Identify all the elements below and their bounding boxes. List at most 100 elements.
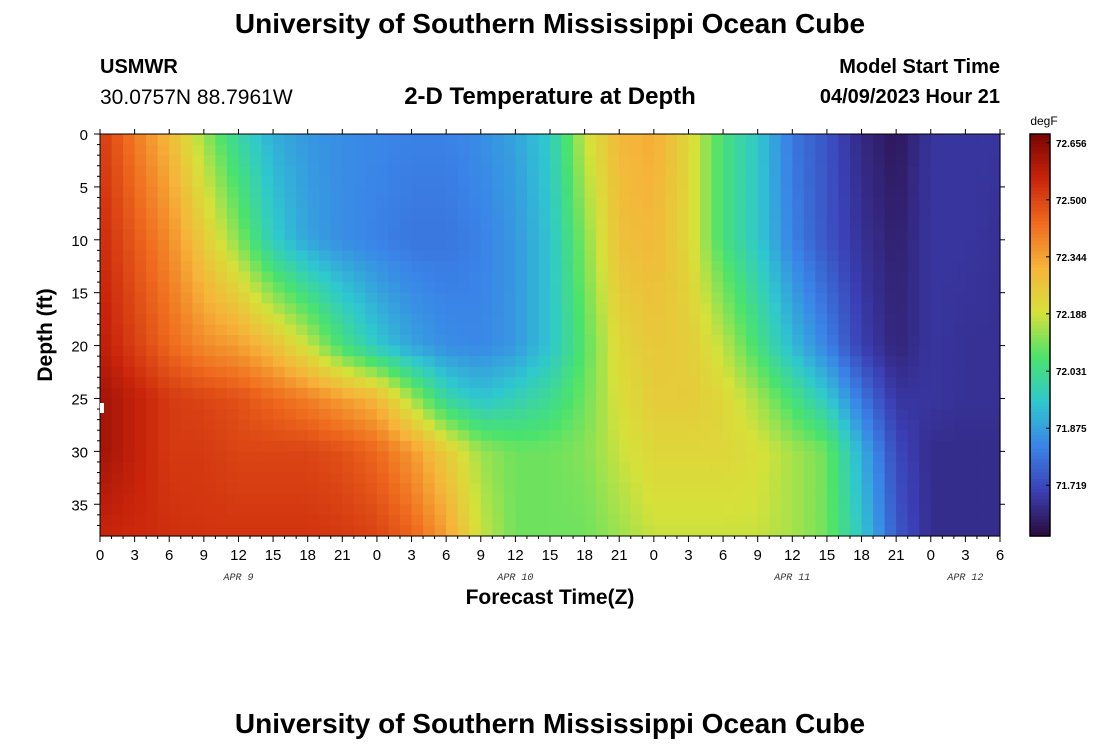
heatmap-cell	[711, 409, 724, 421]
heatmap-cell	[250, 134, 263, 146]
heatmap-cell	[146, 493, 159, 505]
heatmap-cell	[550, 461, 563, 474]
heatmap-cell	[676, 472, 690, 484]
heatmap-cell	[884, 197, 897, 209]
x-tick-label: 0	[650, 547, 658, 564]
heatmap-cell	[861, 430, 874, 442]
heatmap-cell	[976, 419, 990, 431]
colorbar-segment	[1030, 388, 1050, 393]
heatmap-cell	[250, 451, 263, 463]
heatmap-cell	[976, 313, 990, 326]
heatmap-cell	[400, 239, 413, 251]
heatmap-cell	[988, 366, 1001, 378]
heatmap-cell	[226, 451, 240, 463]
heatmap-cell	[723, 260, 736, 273]
heatmap-cell	[965, 176, 978, 188]
heatmap-cell	[665, 239, 678, 251]
colorbar-segment	[1030, 261, 1050, 266]
heatmap-cell	[169, 366, 182, 378]
heatmap-cell	[215, 144, 228, 156]
heatmap-cell	[584, 493, 597, 505]
heatmap-cell	[976, 229, 990, 241]
heatmap-cell	[457, 504, 470, 516]
heatmap-cell	[330, 419, 343, 431]
heatmap-cell	[400, 387, 413, 400]
heatmap-cell	[780, 144, 793, 156]
heatmap-cell	[342, 440, 355, 452]
heatmap-cell	[907, 430, 920, 442]
heatmap-cell	[642, 239, 655, 251]
heatmap-cell	[423, 250, 436, 262]
heatmap-cell	[157, 387, 170, 400]
heatmap-cell	[134, 260, 147, 273]
heatmap-cell	[238, 239, 251, 251]
heatmap-cell	[376, 461, 390, 474]
heatmap-cell	[400, 176, 413, 188]
heatmap-cell	[169, 218, 182, 230]
heatmap-cell	[250, 398, 263, 410]
heatmap-cell	[215, 250, 228, 262]
heatmap-cell	[319, 197, 332, 209]
heatmap-cell	[400, 345, 413, 357]
heatmap-cell	[907, 472, 920, 484]
heatmap-cell	[561, 271, 574, 283]
heatmap-cell	[146, 292, 159, 304]
x-tick-label: 12	[784, 547, 801, 564]
heatmap-cell	[307, 282, 320, 294]
heatmap-cell	[780, 165, 793, 177]
colorbar-segment	[1030, 412, 1050, 416]
heatmap-cell	[203, 313, 216, 326]
heatmap-cell	[861, 483, 874, 495]
heatmap-cell	[250, 250, 263, 262]
heatmap-cell	[469, 186, 482, 199]
heatmap-cell	[907, 260, 920, 273]
heatmap-cell	[988, 303, 1001, 315]
heatmap-cell	[319, 144, 332, 156]
heatmap-cell	[134, 430, 147, 442]
heatmap-cell	[342, 176, 355, 188]
heatmap-cell	[619, 451, 632, 463]
heatmap-cell	[930, 186, 943, 199]
heatmap-cell	[226, 483, 240, 495]
heatmap-cell	[953, 218, 966, 230]
heatmap-cell	[423, 419, 436, 431]
heatmap-cell	[273, 335, 286, 347]
heatmap-cell	[134, 208, 147, 220]
heatmap-cell	[884, 387, 897, 400]
heatmap-cell	[515, 451, 528, 463]
colorbar-segment	[1030, 194, 1050, 199]
heatmap-cell	[469, 134, 482, 146]
heatmap-cell	[907, 345, 920, 357]
heatmap-cell	[307, 461, 320, 474]
heatmap-cell	[619, 250, 632, 262]
heatmap-cell	[561, 155, 574, 167]
heatmap-cell	[907, 134, 920, 146]
heatmap-cell	[203, 250, 216, 262]
heatmap-cell	[665, 208, 678, 220]
heatmap-cell	[942, 208, 955, 220]
heatmap-cell	[457, 303, 470, 315]
heatmap-cell	[296, 387, 309, 400]
heatmap-cell	[988, 525, 1001, 537]
heatmap-cell	[584, 282, 597, 294]
heatmap-cell	[434, 461, 447, 474]
heatmap-cell	[492, 218, 505, 230]
heatmap-cell	[203, 409, 216, 421]
heatmap-cell	[100, 419, 113, 431]
heatmap-cell	[665, 282, 678, 294]
heatmap-cell	[769, 134, 782, 146]
heatmap-cell	[457, 461, 470, 474]
heatmap-cell	[826, 483, 840, 495]
heatmap-cell	[296, 292, 309, 304]
heatmap-cell	[215, 440, 228, 452]
heatmap-cell	[376, 218, 390, 230]
heatmap-cell	[284, 409, 297, 421]
heatmap-cell	[734, 165, 747, 177]
heatmap-cell	[896, 208, 909, 220]
y-tick-label: 0	[80, 127, 88, 144]
heatmap-cell	[873, 282, 886, 294]
heatmap-cell	[538, 239, 551, 251]
heatmap-cell	[215, 186, 228, 199]
heatmap-cell	[226, 366, 240, 378]
heatmap-cell	[792, 197, 805, 209]
